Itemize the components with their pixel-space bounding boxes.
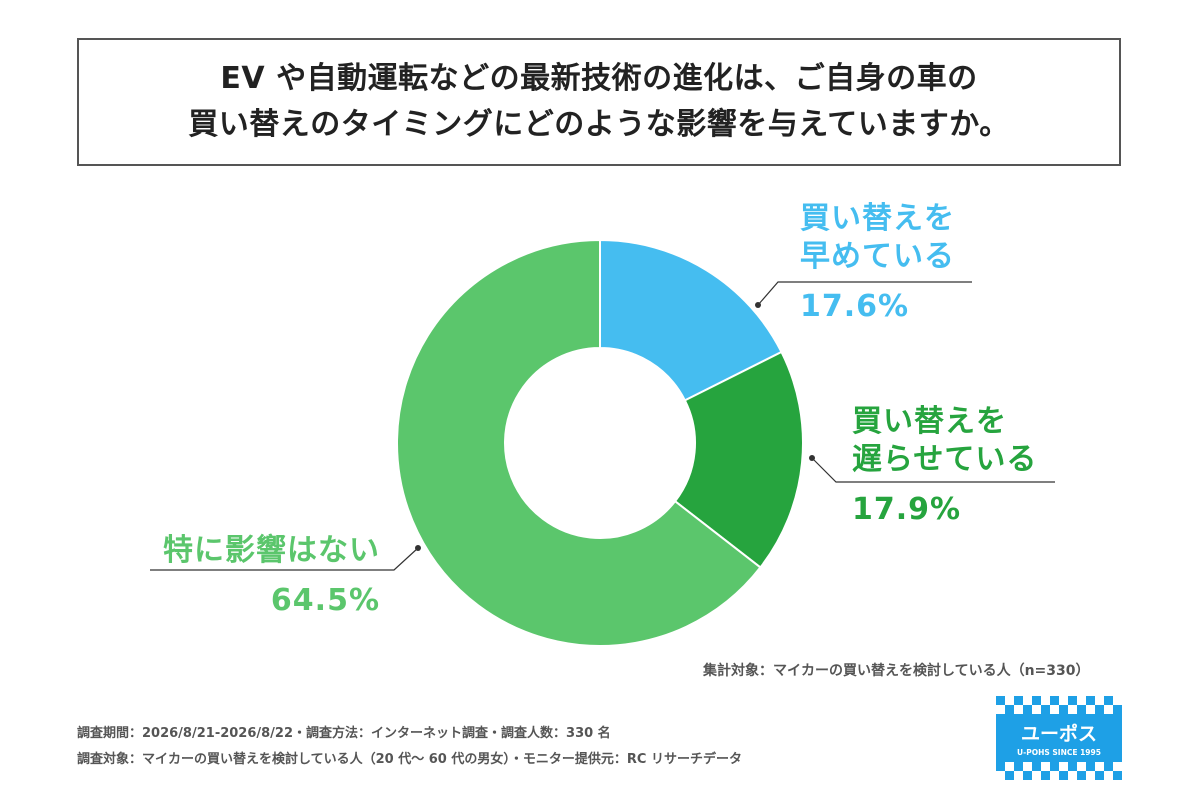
logo-checker-bottom — [996, 762, 1122, 780]
leader-no-effect — [150, 547, 419, 571]
slice-no-effect — [396, 238, 762, 647]
survey-period-note: 調査期間：2026/8/21-2026/8/22・調査方法：インターネット調査・… — [77, 726, 611, 741]
leader-later — [811, 457, 1055, 483]
label-later-line1: 買い替えを — [852, 404, 1007, 439]
survey-target-note: 調査対象：マイカーの買い替えを検討している人（20 代～ 60 代の男女）・モニ… — [77, 752, 742, 767]
label-earlier-line1: 買い替えを — [800, 201, 955, 236]
title-line-1: EV や自動運転などの最新技術の進化は、ご自身の車の — [220, 61, 978, 96]
leader-earlier-dot — [755, 302, 761, 308]
title-box: EV や自動運転などの最新技術の進化は、ご自身の車の 買い替えのタイミングにどの… — [77, 38, 1121, 166]
label-no-effect-pct: 64.5% — [270, 583, 380, 618]
label-earlier: 買い替えを 早めている 17.6% — [800, 200, 955, 326]
logo-band — [996, 714, 1122, 762]
label-no-effect: 特に影響はない 64.5% — [150, 532, 380, 620]
leader-later-dot — [809, 455, 815, 461]
population-note: 集計対象：マイカーの買い替えを検討している人（n=330） — [703, 663, 1090, 679]
label-later: 買い替えを 遅らせている 17.9% — [852, 403, 1037, 529]
leader-earlier — [757, 281, 972, 306]
logo-checker-top — [996, 696, 1122, 714]
title-line-2: 買い替えのタイミングにどのような影響を与えていますか。 — [188, 107, 1010, 142]
label-later-pct: 17.9% — [852, 492, 962, 527]
logo-name: ユーポス — [1021, 722, 1097, 745]
logo-tagline: U-POHS SINCE 1995 — [1017, 748, 1101, 757]
label-earlier-line2: 早めている — [800, 239, 955, 274]
slice-earlier — [599, 238, 783, 402]
leader-no-effect-dot — [415, 545, 421, 551]
label-later-line2: 遅らせている — [852, 442, 1038, 477]
upohs-logo: ユーポス U-POHS SINCE 1995 — [996, 696, 1122, 780]
label-no-effect-line1: 特に影響はない — [163, 533, 380, 568]
label-earlier-pct: 17.6% — [800, 289, 910, 324]
slice-later — [673, 350, 804, 569]
